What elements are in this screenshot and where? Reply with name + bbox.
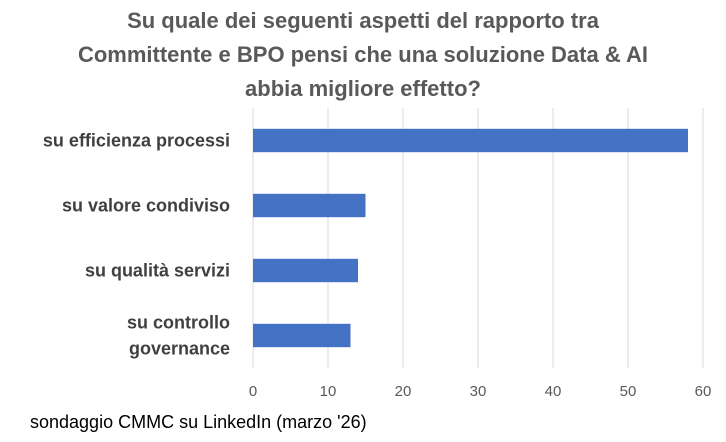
bar bbox=[253, 258, 358, 283]
bar bbox=[253, 128, 688, 153]
x-tick-label: 50 bbox=[620, 383, 637, 400]
x-tick-label: 10 bbox=[320, 383, 337, 400]
x-tick-labels: 0 10 20 30 40 50 60 bbox=[249, 383, 712, 400]
footnote: sondaggio CMMC su LinkedIn (marzo '26) bbox=[30, 412, 367, 432]
bars bbox=[253, 128, 688, 348]
x-tick-label: 0 bbox=[249, 383, 257, 400]
x-tick-label: 60 bbox=[695, 383, 712, 400]
chart-title: Su quale dei seguenti aspetti del rappor… bbox=[0, 4, 726, 106]
category-label: su valore condiviso bbox=[62, 196, 230, 216]
category-label: governance bbox=[129, 339, 230, 359]
chart-title-line-3: abbia migliore effetto? bbox=[245, 76, 481, 101]
category-label: su efficienza processi bbox=[43, 131, 230, 151]
bar bbox=[253, 323, 351, 348]
x-tick-label: 30 bbox=[470, 383, 487, 400]
category-labels: su efficienza processi su valore condivis… bbox=[43, 131, 230, 359]
chart-title-line-1: Su quale dei seguenti aspetti del rappor… bbox=[127, 8, 599, 33]
x-tick-label: 20 bbox=[395, 383, 412, 400]
category-label: su qualità servizi bbox=[85, 261, 230, 281]
category-label: su controllo bbox=[127, 313, 230, 333]
bar bbox=[253, 193, 366, 218]
x-tick-label: 40 bbox=[545, 383, 562, 400]
chart-title-line-2: Committente e BPO pensi che una soluzion… bbox=[77, 42, 649, 67]
